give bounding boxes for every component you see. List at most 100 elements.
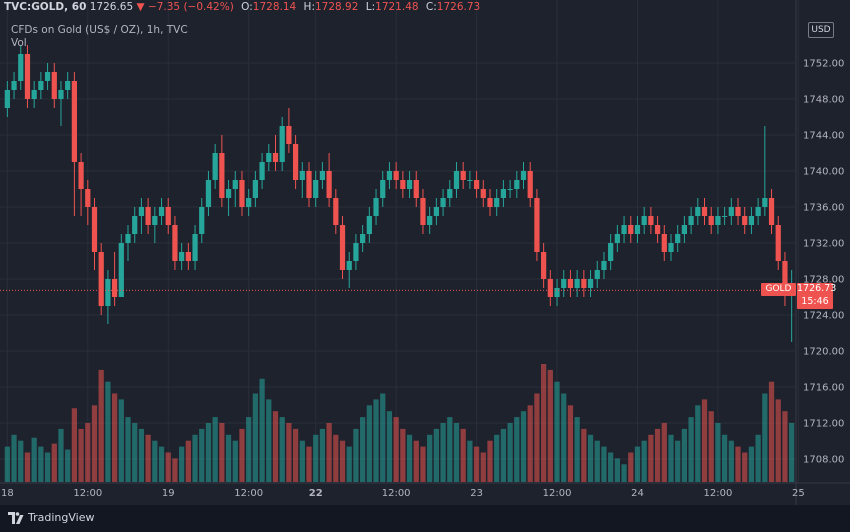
last-price-value: 1726.73 [797, 283, 837, 294]
candle-body [594, 270, 600, 279]
time-tick-label: 24 [631, 488, 644, 499]
volume-bar [292, 428, 299, 482]
candlestick-chart[interactable]: 1752.00 1748.00 1744.00 1740.00 1736.00 1732.… [0, 0, 850, 505]
volume-bar [561, 393, 567, 482]
volume-bar [38, 446, 44, 482]
volume-bar [621, 464, 627, 482]
close-value: 1726.73 [436, 1, 481, 13]
last-price-tag: 1726.73 15:46 [797, 283, 837, 309]
candle-body [380, 180, 386, 198]
candle-body [326, 171, 332, 198]
candle-body [306, 171, 312, 198]
volume-bar [18, 440, 24, 482]
volume-bar [333, 434, 339, 482]
candle-body [487, 198, 493, 207]
low-label: L: [365, 1, 376, 13]
candle-body [447, 189, 453, 198]
volume-bar [762, 393, 768, 482]
open-label: O: [241, 1, 253, 13]
legend-bar: TVC:GOLD, 60 1726.65 ▼ −7.35 (−0.42%) O:… [4, 1, 480, 13]
volume-bar [789, 423, 795, 482]
candle-body [205, 180, 212, 207]
volume-bar [165, 452, 171, 482]
volume-bar [641, 440, 647, 482]
candle-body [406, 180, 413, 189]
time-tick-label: 12:00 [382, 488, 411, 499]
volume-bar [648, 434, 654, 482]
candle-body [735, 207, 741, 216]
volume-bar [239, 428, 245, 482]
volume-bar [179, 446, 185, 482]
volume-bar [4, 446, 10, 482]
low-value: 1721.48 [375, 1, 419, 13]
candle-body [286, 126, 292, 144]
volume-bar [118, 399, 124, 482]
tradingview-logo-icon[interactable] [8, 512, 24, 524]
candle-body [292, 144, 299, 180]
volume-bar [628, 452, 634, 482]
time-tick-label: 18 [1, 488, 14, 499]
candle-body [44, 72, 51, 81]
volume-bar [406, 434, 413, 482]
price-tick-label: 1744.00 [803, 131, 844, 142]
price-tick-label: 1720.00 [803, 347, 844, 358]
time-tick-label: 25 [792, 488, 805, 499]
candle-body [480, 189, 486, 198]
candle-body [433, 207, 439, 216]
candle-body [333, 198, 339, 225]
candle-body [38, 81, 44, 90]
volume-bar [326, 423, 332, 482]
volume-bar [587, 434, 594, 482]
footer-bar [0, 505, 850, 532]
volume-bar [420, 446, 426, 482]
volume-bar [259, 378, 265, 482]
candle-body [581, 279, 587, 288]
volume-bars [4, 364, 795, 482]
price-tick-label: 1752.00 [803, 59, 844, 70]
candle-body [145, 207, 151, 225]
candle-body [654, 225, 661, 234]
volume-bar [31, 437, 37, 482]
volume-label: Vol [11, 37, 27, 49]
time-tick-label: 12:00 [703, 488, 732, 499]
candle-body [742, 216, 748, 225]
volume-bar [219, 423, 225, 482]
volume-bar [742, 452, 748, 482]
volume-bar [708, 411, 714, 482]
candle-body [266, 153, 272, 162]
currency-button[interactable]: USD [808, 22, 834, 38]
candle-body [668, 243, 674, 252]
candle-body [360, 234, 366, 243]
volume-bar [78, 428, 84, 482]
volume-bar [634, 446, 641, 482]
candle-body [366, 216, 372, 234]
candle-body [199, 207, 205, 234]
price-tick-label: 1708.00 [803, 455, 844, 466]
volume-bar [460, 428, 466, 482]
candle-body [514, 180, 520, 189]
brand-name[interactable]: TradingView [28, 511, 95, 524]
candle-body [165, 207, 171, 225]
candle-body [85, 189, 91, 207]
candle-body [634, 225, 641, 234]
volume-bar [480, 452, 486, 482]
candle-body [507, 189, 513, 190]
volume-bar [574, 417, 580, 482]
candle-body [701, 207, 708, 216]
volume-bar [91, 405, 98, 482]
candle-body [440, 198, 446, 207]
candle-body [132, 216, 138, 234]
volume-bar [380, 393, 386, 482]
volume-bar [527, 405, 533, 482]
symbol-label[interactable]: TVC:GOLD, 60 [4, 1, 87, 13]
volume-bar [11, 434, 17, 482]
candle-body [413, 180, 419, 198]
volume-bar [722, 434, 728, 482]
candle-body [78, 162, 84, 189]
candle-body [246, 198, 252, 207]
candle-body [386, 171, 393, 180]
candle-body [91, 207, 98, 252]
candle-body [587, 279, 594, 288]
volume-bar [145, 434, 151, 482]
